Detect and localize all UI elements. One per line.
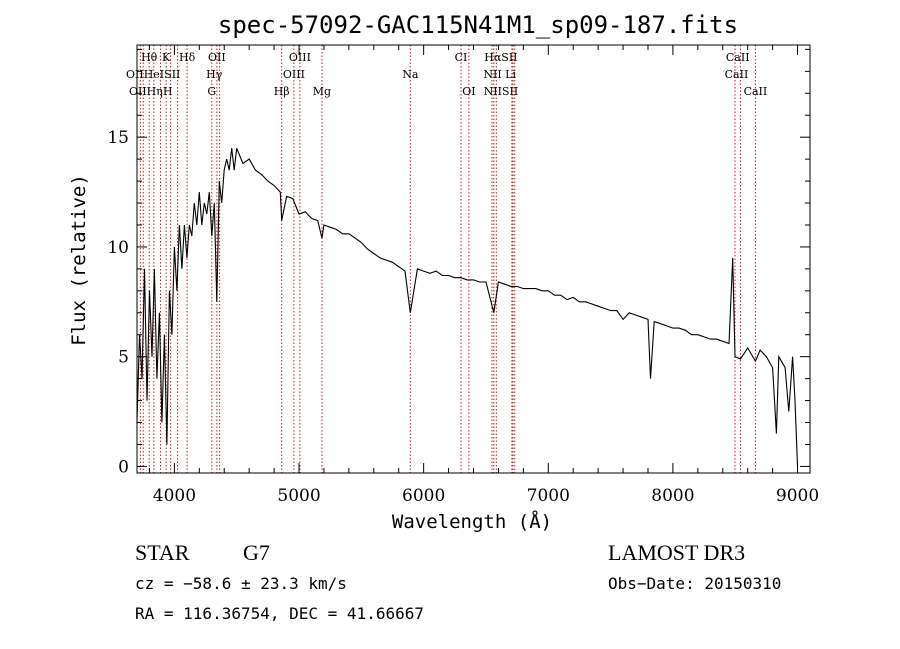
line-marker-label: CaII xyxy=(726,51,750,64)
object-subclass: G7 xyxy=(243,540,270,565)
line-marker-label: Hδ xyxy=(179,51,196,64)
line-marker-label: OIII xyxy=(289,51,311,64)
line-marker-label: Mg xyxy=(313,85,331,98)
line-marker-label: CI xyxy=(455,51,468,64)
object-class: STAR xyxy=(135,540,190,565)
line-marker-label: OIII xyxy=(283,68,305,81)
redshift-velocity: cz = −58.6 ± 23.3 km/s xyxy=(135,574,347,593)
x-axis-label: Wavelength (Å) xyxy=(392,510,552,533)
x-tick-label: 8000 xyxy=(651,486,694,506)
line-marker-label: CaII xyxy=(744,85,768,98)
line-marker-label: CaII xyxy=(725,68,749,81)
x-tick-label: 5000 xyxy=(277,486,320,506)
observation-date: Obs−Date: 20150310 xyxy=(608,574,782,593)
coordinates: RA = 116.36754, DEC = 41.66667 xyxy=(135,604,424,623)
x-tick-label: 9000 xyxy=(776,486,819,506)
y-tick-label: 15 xyxy=(107,128,129,148)
line-marker-label: OIIHηH xyxy=(129,85,172,98)
chart-title: spec-57092-GAC115N41M1_sp09-187.fits xyxy=(218,11,738,39)
x-tick-label: 4000 xyxy=(153,486,196,506)
line-marker-label: OIIHeISII xyxy=(126,68,180,81)
line-marker-label: OII xyxy=(208,51,226,64)
survey-name: LAMOST DR3 xyxy=(608,540,746,565)
y-tick-label: 5 xyxy=(118,348,129,368)
y-tick-label: 0 xyxy=(118,457,129,477)
plot-frame xyxy=(136,44,811,474)
line-marker-label: HαSII xyxy=(484,51,517,64)
line-marker-label: NII Li xyxy=(483,68,516,81)
x-axis-ticks: 4000 5000 6000 7000 8000 9000 xyxy=(148,45,819,506)
y-tick-label: 10 xyxy=(107,238,129,258)
spectrum-series-line xyxy=(136,147,799,467)
x-tick-label: 6000 xyxy=(402,486,445,506)
line-marker-label: K xyxy=(162,51,171,64)
line-marker-label: NIISII xyxy=(484,85,519,98)
spectral-line-markers xyxy=(139,45,756,473)
line-marker-label: G xyxy=(207,85,216,98)
line-marker-label: OI xyxy=(462,85,475,98)
y-axis-label: Flux (relative) xyxy=(68,174,90,346)
line-marker-label: Na xyxy=(402,68,419,81)
spectral-line-labels: Hθ K Hδ OII OIII CI HαSII CaII OIIHeISII Hγ OIII Na… xyxy=(126,51,767,98)
line-marker-label: Hθ xyxy=(141,51,158,64)
line-marker-label: Hγ xyxy=(206,68,223,81)
y-axis-ticks: 0 5 10 15 xyxy=(107,48,810,477)
line-marker-label: Hβ xyxy=(274,85,290,98)
x-tick-label: 7000 xyxy=(527,486,570,506)
